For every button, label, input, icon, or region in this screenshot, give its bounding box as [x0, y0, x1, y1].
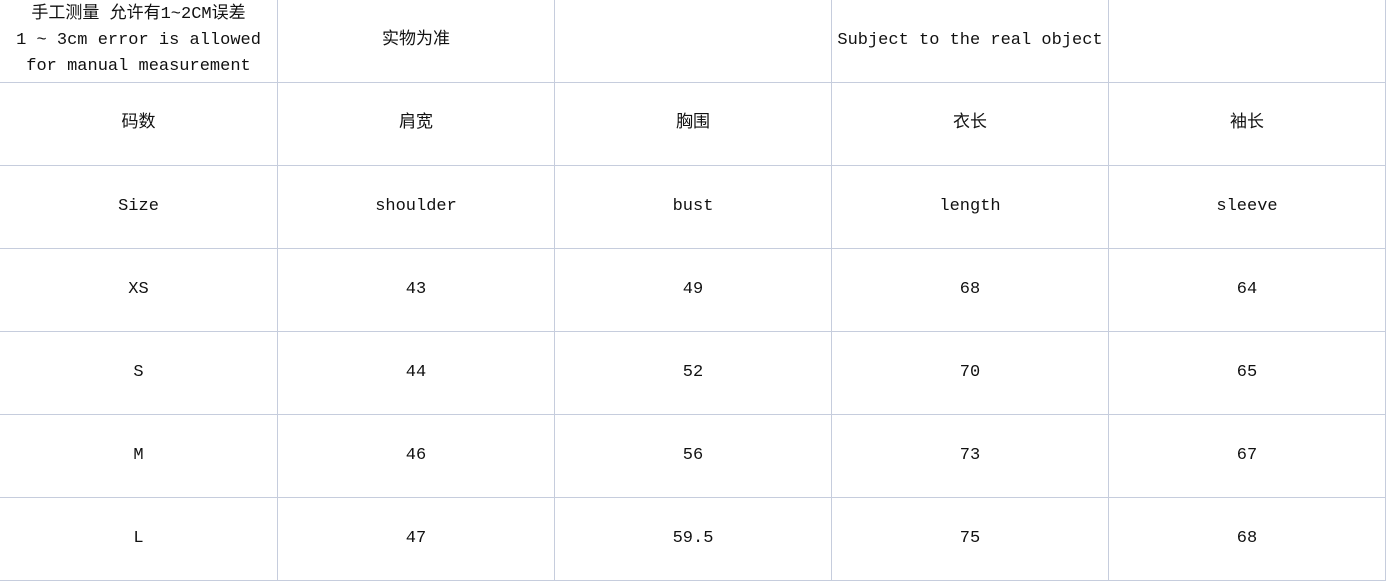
table-row: S 44 52 70 65 [0, 331, 1386, 415]
table-cell: 67 [1108, 414, 1386, 498]
table-cell: XS [0, 248, 278, 332]
title-cell: 实物为准 [277, 0, 555, 83]
table-cell: 43 [277, 248, 555, 332]
title-cell [554, 0, 832, 83]
header-cell: 衣长 [831, 82, 1109, 166]
note-row: 手工测量 允许有1~2CM误差 1 ~ 3cm error is allowed… [0, 0, 1386, 83]
table-cell: 49 [554, 248, 832, 332]
header-cell: Size [0, 165, 278, 249]
table-cell: S [0, 331, 278, 415]
header-cell: shoulder [277, 165, 555, 249]
header-cell: 码数 [0, 82, 278, 166]
header-cell: length [831, 165, 1109, 249]
header-cell: bust [554, 165, 832, 249]
table-row: XS 43 49 68 64 [0, 248, 1386, 332]
table-row: M 46 56 73 67 [0, 414, 1386, 498]
measurement-note: 手工测量 允许有1~2CM误差 1 ~ 3cm error is allowed… [0, 0, 278, 83]
table-cell: 73 [831, 414, 1109, 498]
header-cell: 袖长 [1108, 82, 1386, 166]
title-cell [1108, 0, 1386, 83]
header-cell: sleeve [1108, 165, 1386, 249]
table-cell: 59.5 [554, 497, 832, 581]
table-cell: M [0, 414, 278, 498]
note-line-en-2: for manual measurement [26, 57, 251, 76]
note-line-en-1: 1 ~ 3cm error is allowed [16, 31, 261, 50]
header-row-cn: 码数 肩宽 胸围 衣长 袖长 [0, 82, 1386, 166]
table-cell: 46 [277, 414, 555, 498]
title-cell: Subject to the real object [831, 0, 1109, 83]
table-cell: 68 [1108, 497, 1386, 581]
header-cell: 肩宽 [277, 82, 555, 166]
table-cell: 52 [554, 331, 832, 415]
table-cell: 75 [831, 497, 1109, 581]
table-cell: 65 [1108, 331, 1386, 415]
table-cell: 47 [277, 497, 555, 581]
table-cell: 70 [831, 331, 1109, 415]
table-cell: 56 [554, 414, 832, 498]
table-cell: L [0, 497, 278, 581]
header-row-en: Size shoulder bust length sleeve [0, 165, 1386, 249]
header-cell: 胸围 [554, 82, 832, 166]
table-cell: 44 [277, 331, 555, 415]
table-row: L 47 59.5 75 68 [0, 497, 1386, 581]
table-cell: 64 [1108, 248, 1386, 332]
note-line-cn: 手工测量 允许有1~2CM误差 [31, 5, 246, 24]
table-cell: 68 [831, 248, 1109, 332]
